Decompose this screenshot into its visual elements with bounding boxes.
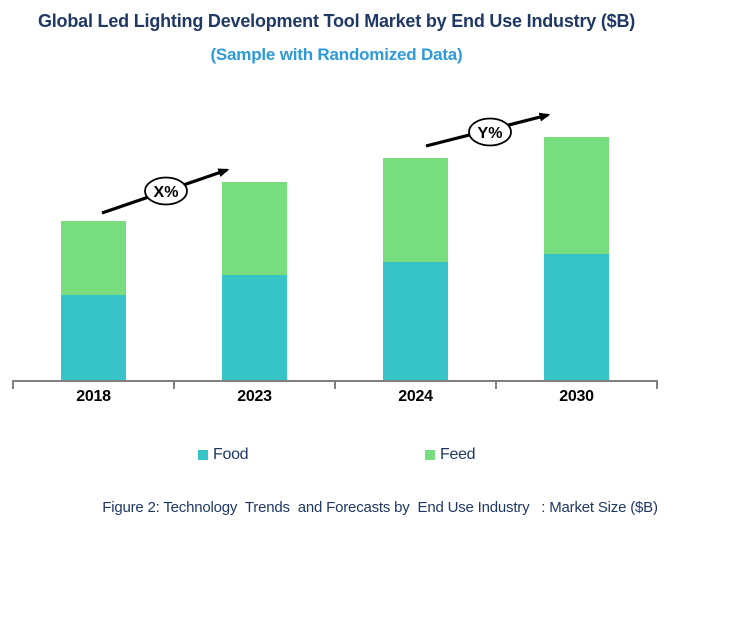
figure-caption: Figure 2: Technology Trends and Forecast… — [102, 499, 658, 516]
bar-segment-food-2018 — [61, 295, 126, 380]
x-axis-label-2018: 2018 — [76, 388, 111, 405]
bar-segment-food-2024 — [383, 262, 448, 380]
bar-segment-food-2023 — [222, 275, 287, 380]
bar-segment-feed-2023 — [222, 182, 287, 275]
chart-subtitle: (Sample with Randomized Data) — [210, 45, 463, 64]
legend-item-food: Food — [198, 446, 249, 463]
bar-segment-food-2030 — [544, 254, 609, 380]
legend-label-food: Food — [213, 446, 249, 463]
legend-swatch-feed — [425, 450, 435, 460]
x-axis-tick — [334, 380, 336, 389]
chart-legend: Food Feed — [0, 446, 741, 463]
bar-segment-feed-2024 — [383, 158, 448, 262]
x-axis-tick — [495, 380, 497, 389]
legend-item-feed: Feed — [425, 446, 476, 463]
x-axis-tick — [12, 380, 14, 389]
chart-title: Global Led Lighting Development Tool Mar… — [37, 11, 636, 31]
x-axis-tick — [656, 380, 658, 389]
bar-segment-feed-2018 — [61, 221, 126, 295]
bar-segment-feed-2030 — [544, 137, 609, 254]
legend-swatch-food — [198, 450, 208, 460]
x-axis-label-2030: 2030 — [559, 388, 594, 405]
legend-label-feed: Feed — [440, 446, 476, 463]
x-axis-tick — [173, 380, 175, 389]
x-axis-label-2024: 2024 — [398, 388, 433, 405]
x-axis-label-2023: 2023 — [237, 388, 272, 405]
